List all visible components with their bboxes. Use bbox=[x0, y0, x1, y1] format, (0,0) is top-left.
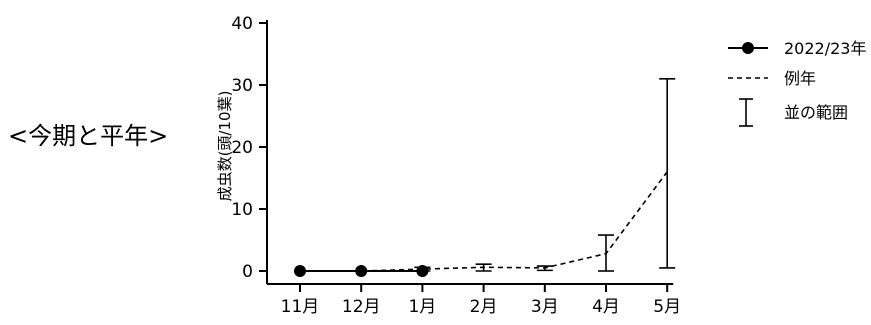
legend-marker-current bbox=[742, 42, 754, 54]
x-tick-label: 11月 bbox=[281, 297, 320, 317]
y-tick-label: 0 bbox=[242, 262, 253, 282]
x-tick-label: 4月 bbox=[592, 297, 620, 317]
x-tick-label: 12月 bbox=[342, 297, 381, 317]
y-tick-label: 20 bbox=[231, 138, 253, 158]
y-axis-label: 成虫数(頭/10葉) bbox=[216, 91, 234, 202]
legend-label-average: 例年 bbox=[784, 69, 816, 88]
side-label: <今期と平年> bbox=[8, 122, 169, 150]
x-tick-label: 2月 bbox=[470, 297, 498, 317]
y-ticks: 0 10 20 30 40 bbox=[231, 14, 267, 282]
x-tick-label: 1月 bbox=[408, 297, 436, 317]
legend-label-range: 並の範囲 bbox=[784, 103, 848, 122]
y-tick-label: 40 bbox=[231, 14, 253, 34]
range-bars bbox=[414, 78, 676, 272]
y-tick-label: 10 bbox=[231, 200, 253, 220]
current-point bbox=[355, 265, 368, 277]
x-ticks: 11月 12月 1月 2月 3月 4月 5月 bbox=[281, 284, 681, 317]
legend-label-current: 2022/23年 bbox=[784, 39, 866, 58]
current-line bbox=[294, 265, 429, 277]
average-line-path bbox=[300, 171, 668, 272]
y-tick-label: 30 bbox=[231, 76, 253, 96]
current-point bbox=[294, 265, 306, 277]
x-tick-label: 3月 bbox=[531, 297, 559, 317]
x-tick-label: 5月 bbox=[653, 297, 681, 317]
range-bar bbox=[659, 78, 676, 269]
current-point bbox=[416, 265, 429, 277]
average-line bbox=[300, 171, 668, 272]
